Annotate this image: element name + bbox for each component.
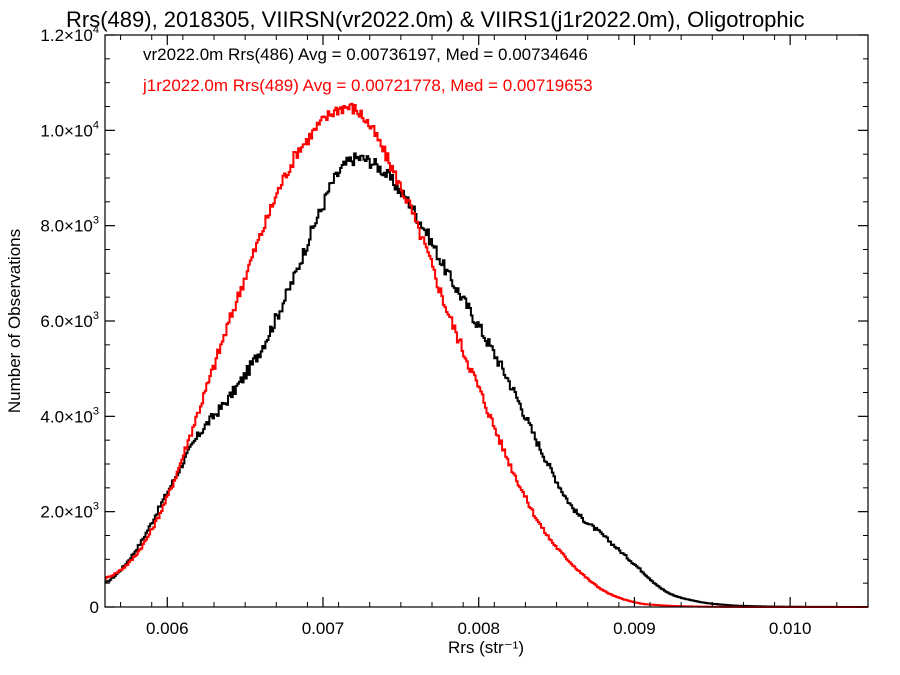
y-tick-label-4: 8.0×103 <box>40 215 99 236</box>
series-layer <box>105 102 868 608</box>
series-line-0 <box>105 152 868 608</box>
x-tick-label-1: 0.007 <box>302 619 345 638</box>
ticks-layer: 0.006 0.007 0.008 0.009 0.010 0 2.0×103 4.0×103… <box>40 24 868 638</box>
series-line-1 <box>105 102 868 608</box>
y-tick-label-1: 2.0×103 <box>40 501 99 522</box>
x-axis-label: Rrs (str⁻¹) <box>448 638 524 657</box>
y-tick-label-5: 1.0×104 <box>40 119 99 140</box>
x-tick-label-3: 0.009 <box>613 619 656 638</box>
plot-frame <box>104 34 869 608</box>
legend-entry-j1r2022: j1r2022.0m Rrs(489) Avg = 0.00721778, Me… <box>142 76 593 95</box>
legend-entry-vr2022: vr2022.0m Rrs(486) Avg = 0.00736197, Med… <box>143 45 588 64</box>
y-axis-label: Number of Observations <box>5 229 24 413</box>
x-tick-label-2: 0.008 <box>457 619 500 638</box>
y-tick-label-0: 0 <box>90 598 99 617</box>
chart-title: Rrs(489), 2018305, VIIRSN(vr2022.0m) & V… <box>66 7 805 32</box>
y-tick-label-3: 6.0×103 <box>40 310 99 331</box>
y-tick-label-6: 1.2×104 <box>40 24 99 45</box>
x-tick-label-0: 0.006 <box>146 619 189 638</box>
y-tick-label-2: 4.0×103 <box>40 405 99 426</box>
x-tick-label-4: 0.010 <box>769 619 812 638</box>
